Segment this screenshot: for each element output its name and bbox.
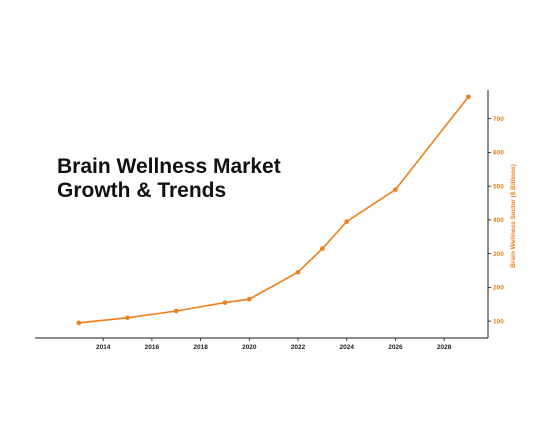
data-point [295, 269, 301, 275]
y-tick-label: 500 [493, 183, 504, 190]
data-point [222, 300, 228, 305]
x-tick-label: 2016 [145, 344, 160, 351]
x-tick-label: 2018 [193, 344, 208, 351]
y-tick-label: 300 [493, 251, 504, 258]
chart-title: Brain Wellness Market Growth & Trends [57, 155, 281, 202]
y-tick-label: 100 [493, 318, 504, 325]
data-point [344, 219, 350, 224]
x-tick-label: 2014 [96, 344, 111, 351]
chart-title-line-2: Growth & Trends [57, 179, 226, 202]
y-tick-label: 400 [493, 217, 504, 224]
data-point [125, 315, 130, 321]
data-point [393, 187, 398, 192]
chart-title-line-1: Brain Wellness Market [57, 155, 281, 178]
y-tick-label: 700 [493, 116, 504, 123]
x-tick-label: 2028 [437, 344, 452, 351]
data-point [173, 308, 179, 314]
y-tick-label: 600 [493, 150, 504, 157]
data-point [320, 246, 325, 251]
data-points [76, 94, 471, 326]
data-point [76, 320, 82, 326]
x-axis-ticks: 2014 2016 2018 2020 2022 2024 2026 2028 [96, 338, 452, 351]
y-axis-ticks: 100 200 300 400 500 600 700 [488, 116, 504, 325]
x-tick-label: 2022 [291, 344, 306, 351]
y-tick-label: 200 [493, 285, 504, 292]
series-line [78, 96, 470, 324]
x-tick-label: 2026 [388, 344, 403, 351]
data-point [466, 94, 471, 100]
data-point [247, 296, 252, 302]
y-axis-label: Brain Wellness Sector ($ Billions) [510, 164, 517, 268]
x-tick-label: 2024 [340, 344, 355, 351]
x-tick-label: 2020 [242, 344, 257, 351]
